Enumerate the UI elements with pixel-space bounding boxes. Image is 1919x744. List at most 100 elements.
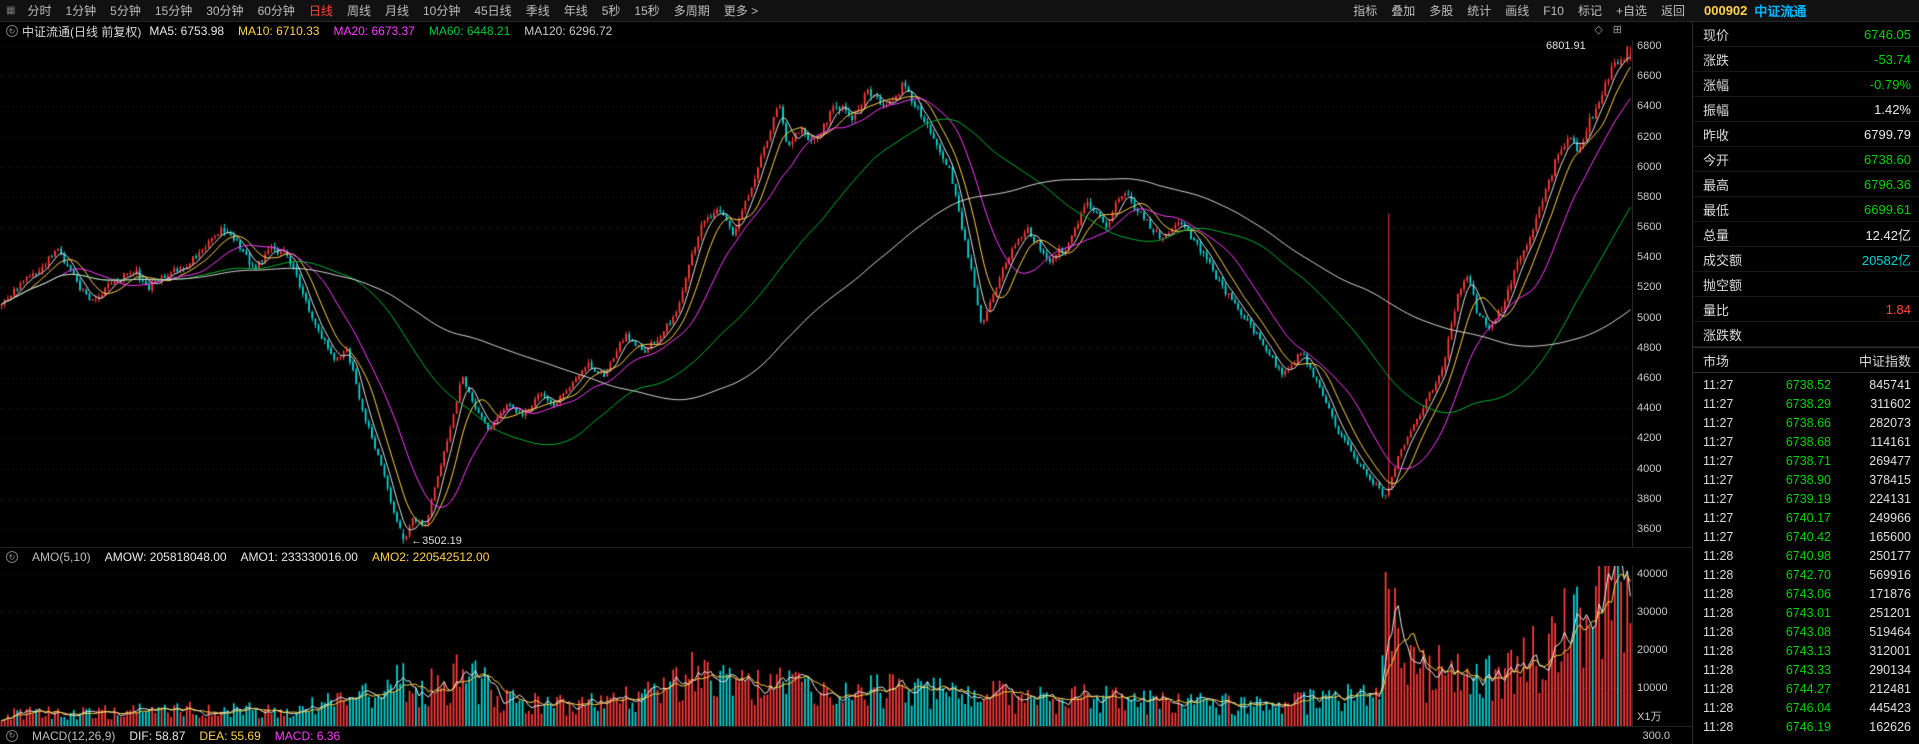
price-axis-label: 6000 [1637, 160, 1662, 173]
volume-canvas[interactable] [0, 566, 1632, 726]
tick-volume: 290134 [1869, 662, 1911, 677]
tick-row: 11:27 6738.90 378415 [1693, 470, 1919, 489]
toolbar-叠加[interactable]: 叠加 [1391, 4, 1416, 18]
tick-row: 11:28 6744.27 212481 [1693, 679, 1919, 698]
period-tab-15分钟[interactable]: 15分钟 [154, 4, 193, 18]
quote-value: 1.42% [1874, 101, 1911, 117]
tick-time: 11:28 [1703, 700, 1734, 715]
quote-value: -0.79% [1869, 76, 1911, 92]
tick-time: 11:28 [1703, 662, 1734, 677]
tick-volume: 251201 [1869, 605, 1911, 620]
quote-row-涨跌数: 涨跌数 [1693, 322, 1919, 347]
panel-grid-icon[interactable]: ⊞ [1612, 24, 1622, 36]
price-axis-label: 5800 [1637, 190, 1662, 203]
macd-header: ↻ MACD(12,26,9) DIF: 58.87 DEA: 55.69 MA… [0, 726, 1692, 744]
tick-row: 11:27 6738.66 282073 [1693, 413, 1919, 432]
price-axis-label: 6200 [1637, 130, 1662, 143]
quote-row-现价: 现价 6746.05 [1693, 22, 1919, 47]
market-value: 中证指数 [1858, 353, 1911, 369]
quote-row-抛空额: 抛空额 [1693, 272, 1919, 297]
price-axis-label: 6400 [1637, 100, 1662, 113]
tick-row: 11:28 6746.04 445423 [1693, 698, 1919, 717]
quote-value: 6796.36 [1864, 176, 1911, 192]
period-tab-更多 >[interactable]: 更多 > [723, 4, 759, 18]
amo-title: AMO(5,10) [32, 550, 91, 564]
quote-label: 涨幅 [1703, 77, 1730, 93]
period-tab-季线[interactable]: 季线 [525, 4, 550, 18]
period-tab-5分钟[interactable]: 5分钟 [110, 4, 141, 18]
period-tab-15秒[interactable]: 15秒 [634, 4, 660, 18]
volume-axis-label: 40000 [1637, 567, 1668, 580]
tick-row: 11:28 6740.98 250177 [1693, 546, 1919, 565]
tick-time: 11:27 [1703, 396, 1734, 411]
tick-price: 6738.71 [1785, 453, 1831, 468]
price-axis-label: 4400 [1637, 402, 1662, 415]
quote-label: 最高 [1703, 177, 1730, 193]
tick-row: 11:28 6743.01 251201 [1693, 603, 1919, 622]
toolbar-指标[interactable]: 指标 [1353, 4, 1378, 18]
low-annotation: ←3502.19 [411, 534, 462, 547]
tick-row: 11:28 6743.08 519464 [1693, 622, 1919, 641]
tick-price: 6744.27 [1785, 681, 1831, 696]
menu-icon[interactable]: ▦ [6, 5, 16, 16]
quote-label: 涨跌 [1703, 52, 1730, 68]
period-tab-60分钟[interactable]: 60分钟 [257, 4, 295, 18]
toolbar-+自选[interactable]: +自选 [1615, 4, 1647, 18]
tick-time: 11:27 [1703, 377, 1734, 392]
period-tab-分时[interactable]: 分时 [27, 4, 52, 18]
toolbar-标记[interactable]: 标记 [1577, 4, 1602, 18]
ma-label-2: MA20: 6673.37 [333, 24, 415, 38]
market-label: 市场 [1703, 353, 1730, 369]
volume-axis-label: 20000 [1637, 643, 1668, 656]
price-canvas[interactable] [0, 40, 1632, 547]
period-tab-30分钟[interactable]: 30分钟 [206, 4, 244, 18]
period-tab-45日线[interactable]: 45日线 [474, 4, 512, 18]
tick-row: 11:28 6743.13 312001 [1693, 641, 1919, 660]
quote-row-涨幅: 涨幅 -0.79% [1693, 72, 1919, 97]
period-tab-多周期[interactable]: 多周期 [673, 4, 710, 18]
macd-dif: DIF: 58.87 [129, 728, 186, 743]
tick-volume: 519464 [1869, 624, 1911, 639]
period-tab-月线[interactable]: 月线 [384, 4, 409, 18]
price-axis-label: 5400 [1637, 251, 1662, 264]
toolbar-返回[interactable]: 返回 [1660, 4, 1685, 18]
tick-time: 11:27 [1703, 453, 1734, 468]
quote-sidebar: 现价 6746.05 涨跌 -53.74 涨幅 -0.79% 振幅 1.42% 昨收 6799.7… [1692, 22, 1919, 744]
tick-volume: 162626 [1869, 719, 1911, 734]
period-tab-日线[interactable]: 日线 [308, 4, 333, 18]
toolbar-F10[interactable]: F10 [1543, 3, 1564, 18]
toolbar-统计[interactable]: 统计 [1467, 4, 1492, 18]
period-tab-年线[interactable]: 年线 [563, 4, 588, 18]
amo-indicator-icon[interactable]: ↻ [6, 551, 18, 563]
price-axis-label: 3600 [1637, 522, 1662, 535]
tick-time: 11:27 [1703, 415, 1734, 430]
toolbar-画线[interactable]: 画线 [1505, 4, 1530, 18]
price-axis-label: 5600 [1637, 221, 1662, 234]
tick-time: 11:28 [1703, 548, 1734, 563]
macd-dea: DEA: 55.69 [199, 728, 261, 743]
tick-row: 11:27 6740.17 249966 [1693, 508, 1919, 527]
tick-price: 6746.04 [1785, 700, 1831, 715]
amo-amo2: AMO2: 220542512.00 [371, 550, 490, 564]
tick-price: 6743.01 [1785, 605, 1831, 620]
tick-volume: 845741 [1869, 377, 1911, 392]
period-tab-5秒[interactable]: 5秒 [601, 4, 621, 18]
macd-indicator-icon[interactable]: ↻ [6, 729, 18, 742]
tick-list[interactable]: 11:27 6738.52 845741 11:27 6738.29 311602 11:2… [1693, 373, 1919, 744]
stock-name[interactable]: 中证流通 [1754, 4, 1807, 19]
ma-label-1: MA10: 6710.33 [238, 24, 320, 38]
price-pane: 6800 6600 6400 6200 6000 5800 5600 5400 5200 5000… [0, 40, 1692, 547]
period-tab-1分钟[interactable]: 1分钟 [65, 4, 97, 18]
indicator-cycle-icon[interactable]: ↻ [6, 25, 18, 37]
macd-title: MACD(12,26,9) [32, 728, 116, 743]
tick-row: 11:27 6740.42 165600 [1693, 527, 1919, 546]
period-tab-10分钟[interactable]: 10分钟 [422, 4, 461, 18]
tick-volume: 569916 [1869, 567, 1911, 582]
diamond-tool-icon[interactable]: ◇ [1594, 24, 1603, 36]
market-row[interactable]: 市场 中证指数 [1693, 347, 1919, 373]
period-tab-周线[interactable]: 周线 [346, 4, 371, 18]
toolbar-多股[interactable]: 多股 [1429, 4, 1454, 18]
tick-price: 6743.13 [1785, 643, 1831, 658]
volume-axis-label: 10000 [1637, 681, 1668, 694]
